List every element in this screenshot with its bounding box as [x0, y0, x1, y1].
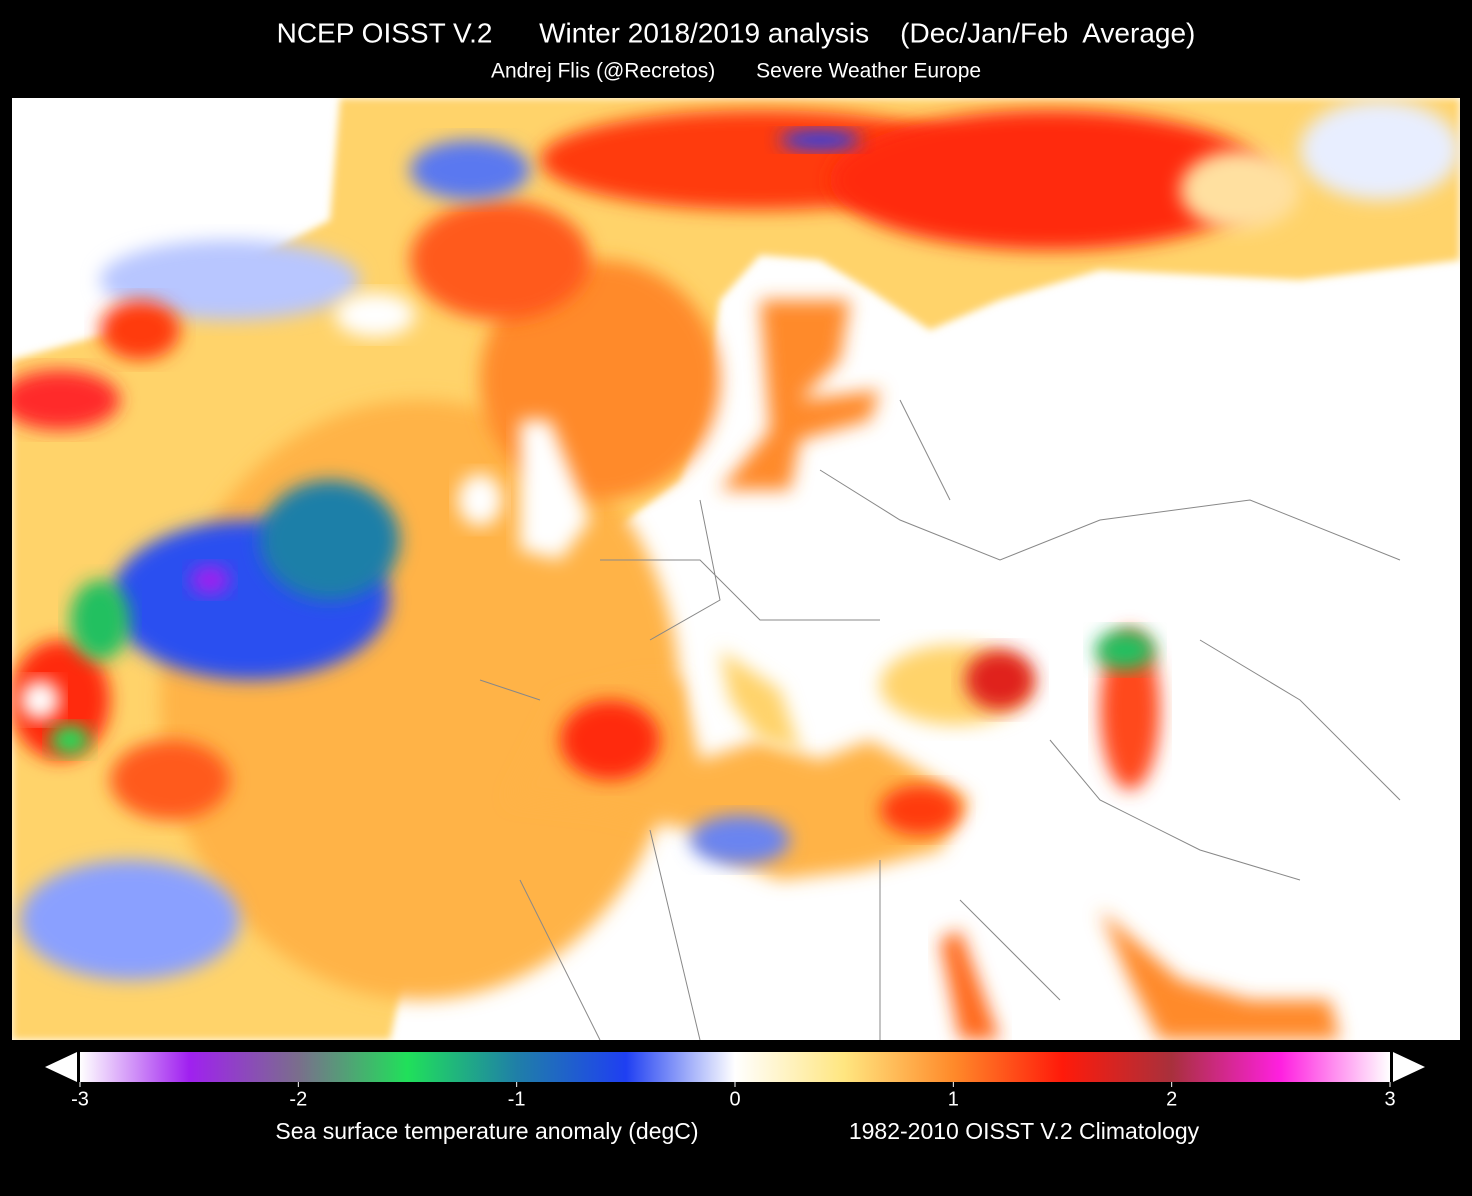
anomaly-area — [12, 640, 110, 760]
anomaly-area — [335, 293, 415, 337]
colorbar-tick-label: -1 — [508, 1088, 526, 1110]
climatology-label: 1982-2010 OISST V.2 Climatology — [849, 1118, 1200, 1144]
anomaly-area — [940, 930, 1000, 1040]
anomaly-area — [1095, 630, 1155, 670]
colorbar-scale — [80, 1052, 1390, 1082]
colorbar-tick-label: 3 — [1384, 1088, 1395, 1110]
anomaly-area — [410, 200, 590, 320]
anomaly-area — [1180, 150, 1300, 230]
colorbar: -3 -2 -1 0 1 2 3 Sea surface temperature anomal… — [45, 1052, 1425, 1144]
anomaly-area — [720, 300, 880, 490]
anomaly-area — [1100, 630, 1160, 790]
anomaly-area — [780, 130, 860, 150]
anomaly-area — [458, 474, 502, 526]
colorbar-tick-label: 1 — [948, 1088, 959, 1110]
anomaly-area — [260, 480, 400, 600]
colorbar-tick-label: 0 — [729, 1088, 740, 1110]
anomaly-area — [690, 815, 790, 865]
border — [479, 399, 1401, 1040]
subtitle: Andrej Flis (@Recretos) Severe Weather E… — [491, 60, 981, 83]
title: NCEP OISST V.2 Winter 2018/2019 analysis… — [277, 17, 1196, 48]
map — [12, 98, 1460, 1040]
anomaly-area — [100, 240, 360, 320]
anomaly-area — [70, 580, 130, 660]
anomaly-area — [50, 725, 90, 755]
anomaly-area — [520, 420, 590, 560]
anomaly-area — [20, 860, 240, 980]
anomaly-area — [12, 370, 120, 430]
colorbar-tick-label: -3 — [71, 1088, 89, 1110]
colorbar-tick-label: -2 — [289, 1088, 307, 1110]
anomaly-area — [720, 650, 800, 750]
anomaly-area — [560, 700, 660, 780]
colorbar-arrow-high — [1393, 1052, 1425, 1082]
colorbar-arrow-low — [45, 1052, 77, 1082]
anomaly-area — [1300, 100, 1460, 200]
anomaly-area — [965, 650, 1035, 710]
anomaly-area — [880, 785, 960, 835]
anomaly-area — [110, 740, 230, 820]
colorbar-label: Sea surface temperature anomaly (degC) — [275, 1118, 698, 1144]
anomaly-area — [20, 680, 60, 720]
anomaly-area — [1100, 910, 1340, 1040]
anomaly-area — [410, 140, 530, 200]
anomaly-area — [190, 565, 230, 595]
anomaly-area — [830, 110, 1270, 250]
colorbar-tick-label: 2 — [1166, 1088, 1177, 1110]
anomaly-area — [100, 300, 180, 360]
